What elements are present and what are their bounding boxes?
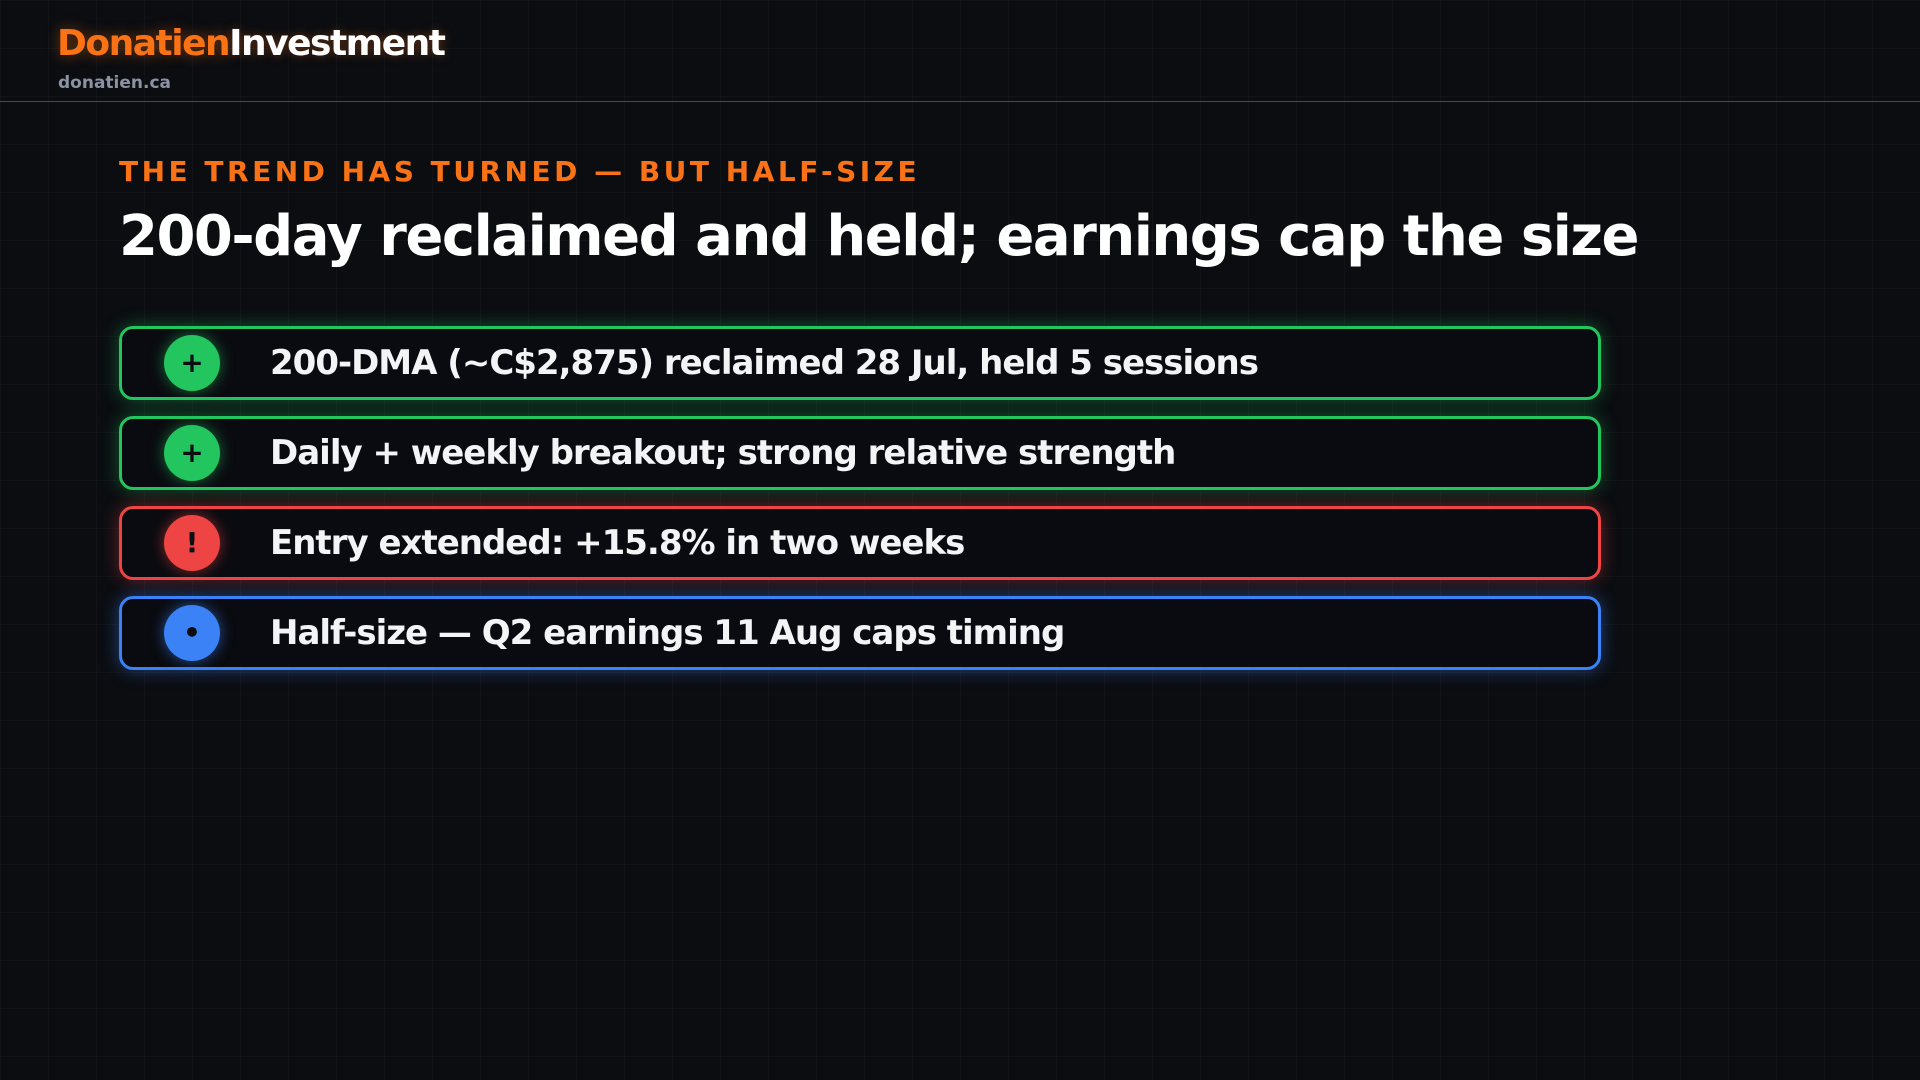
signal-text: Entry extended: +15.8% in two weeks (270, 523, 965, 563)
slide-title: 200-day reclaimed and held; earnings cap… (119, 204, 1639, 269)
signal-row-extended: ! Entry extended: +15.8% in two weeks (119, 506, 1601, 580)
brand-primary: Donatien (57, 23, 231, 64)
signal-row-breakout: + Daily + weekly breakout; strong relati… (119, 416, 1601, 490)
plus-icon: + (164, 425, 220, 481)
signal-text: Daily + weekly breakout; strong relative… (270, 433, 1176, 473)
brand-logo[interactable]: DonatienInvestment (57, 22, 446, 66)
signal-text: Half-size — Q2 earnings 11 Aug caps timi… (270, 613, 1065, 653)
exclamation-icon: ! (164, 515, 220, 571)
signal-list: + 200-DMA (~C$2,875) reclaimed 28 Jul, h… (119, 326, 1601, 686)
signal-text: 200-DMA (~C$2,875) reclaimed 28 Jul, hel… (270, 343, 1259, 383)
signal-row-half-size: • Half-size — Q2 earnings 11 Aug caps ti… (119, 596, 1601, 670)
signal-row-200dma: + 200-DMA (~C$2,875) reclaimed 28 Jul, h… (119, 326, 1601, 400)
dot-icon: • (164, 605, 220, 661)
plus-icon: + (164, 335, 220, 391)
brand-secondary: Investment (229, 23, 446, 64)
slide-eyebrow: THE TREND HAS TURNED — BUT HALF-SIZE (119, 155, 921, 188)
header: DonatienInvestment donatien.ca (0, 0, 1920, 102)
brand-domain: donatien.ca (58, 73, 172, 93)
